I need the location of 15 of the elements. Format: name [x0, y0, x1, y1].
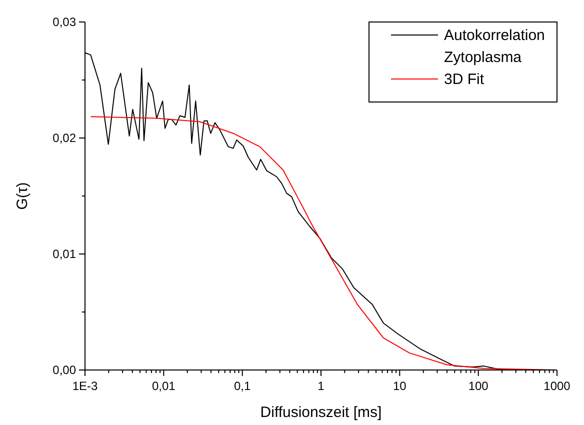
x-tick-label: 1 [318, 379, 325, 393]
legend-label: 3D Fit [444, 71, 485, 88]
legend-label: Autokorrelation Zytoplasma [444, 27, 545, 66]
x-tick-label: 100 [468, 379, 489, 393]
x-tick-label: 0,1 [234, 379, 251, 393]
x-tick-label: 0,01 [152, 379, 176, 393]
y-tick-label: 0,03 [52, 15, 76, 29]
x-tick-label: 1E-3 [72, 379, 98, 393]
x-tick-label: 10 [392, 379, 407, 393]
y-tick-label: 0,00 [52, 363, 76, 377]
y-tick-label: 0,02 [52, 131, 76, 145]
y-axis-title: G(τ) [14, 182, 31, 210]
y-tick-label: 0,01 [52, 247, 76, 261]
x-axis-title: Diffusionszeit [ms] [260, 404, 382, 421]
x-tick-label: 1000 [544, 379, 571, 393]
